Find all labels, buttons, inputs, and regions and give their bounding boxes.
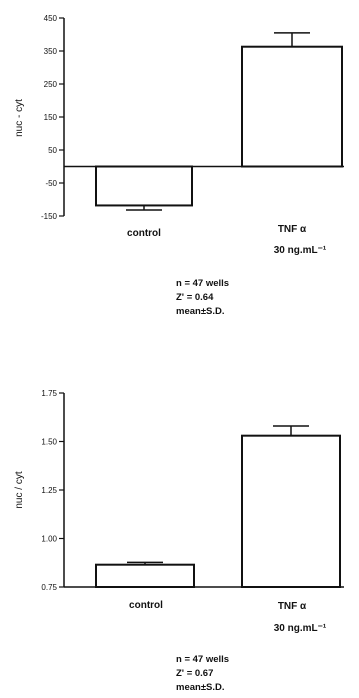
y-tick-label: 350 [44, 47, 58, 56]
category-label-control: control [127, 228, 161, 239]
y-tick-label: 1.75 [41, 389, 57, 398]
y-tick-label: 1.25 [41, 486, 57, 495]
y-tick-label: -150 [41, 212, 58, 221]
y-axis-label: nuc / cyt [14, 471, 25, 508]
chart-nuc-over-cyt: nuc / cyt 0.75 1.00 1.25 1.50 1.75 control T… [14, 389, 344, 693]
category-sublabel-tnf: 30 ng.mL⁻¹ [274, 245, 327, 256]
y-tick-label: 450 [44, 14, 58, 23]
y-tick-label: 1.50 [41, 438, 57, 447]
annotation-z: Z' = 0.64 [176, 292, 214, 303]
category-label-control: control [129, 600, 163, 611]
y-tick-label: 50 [48, 146, 57, 155]
bars [95, 32, 343, 211]
bar-tnf [241, 45, 343, 168]
y-tick-label: 0.75 [41, 583, 57, 592]
bar-control [95, 563, 195, 589]
y-axis-ticks: 0.75 1.00 1.25 1.50 1.75 [41, 389, 64, 592]
y-tick-label: 250 [44, 80, 58, 89]
y-axis-ticks: -150 -50 50 150 250 350 450 [41, 14, 64, 221]
bar-control [95, 165, 193, 207]
y-tick-label: 150 [44, 113, 58, 122]
annotation-n: n = 47 wells [176, 278, 229, 289]
y-tick-label: -50 [45, 179, 57, 188]
category-label-tnf: TNF α [278, 224, 307, 235]
y-axis-label: nuc - cyt [14, 99, 25, 137]
category-sublabel-tnf: 30 ng.mL⁻¹ [274, 623, 327, 634]
y-tick-label: 1.00 [41, 535, 57, 544]
annotation-n: n = 47 wells [176, 654, 229, 665]
bar-tnf [241, 434, 341, 588]
annotation-mean: mean±S.D. [176, 682, 225, 693]
bars [95, 425, 341, 589]
annotation-z: Z' = 0.67 [176, 668, 213, 679]
annotation-mean: mean±S.D. [176, 306, 225, 317]
category-label-tnf: TNF α [278, 601, 307, 612]
